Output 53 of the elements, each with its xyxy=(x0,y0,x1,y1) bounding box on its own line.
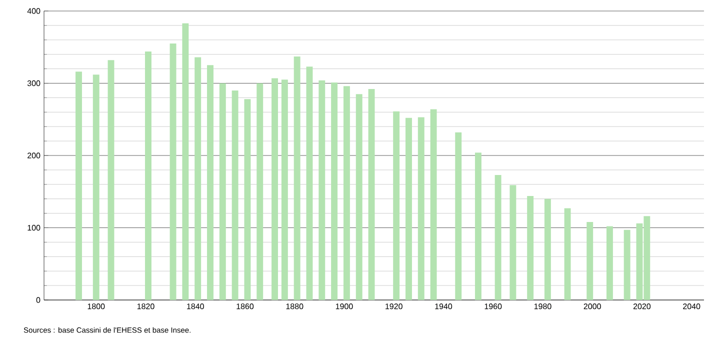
bar xyxy=(92,74,100,300)
bar xyxy=(474,152,482,300)
y-tick-label: 400 xyxy=(27,8,40,14)
bar xyxy=(393,111,400,300)
bar xyxy=(244,99,251,300)
bar xyxy=(430,109,437,300)
y-tick-label: 200 xyxy=(28,152,40,158)
x-tick-label: 1980 xyxy=(534,304,552,310)
bar xyxy=(606,226,613,300)
bar xyxy=(108,60,114,300)
x-tick-label: 1860 xyxy=(236,304,254,310)
x-tick-label: 1940 xyxy=(435,304,452,310)
bar xyxy=(586,222,594,300)
bar xyxy=(272,78,278,300)
bar xyxy=(356,94,362,300)
x-tick-label: 1800 xyxy=(88,304,105,310)
bar xyxy=(194,57,202,300)
x-tick-label: 2020 xyxy=(633,304,651,310)
y-tick-label: 300 xyxy=(27,80,40,86)
y-tick-label: 0 xyxy=(36,297,40,303)
bar xyxy=(510,185,516,300)
bar xyxy=(318,80,326,300)
bar xyxy=(564,208,571,300)
bar xyxy=(418,117,424,300)
bar xyxy=(170,44,176,300)
bar xyxy=(331,82,338,300)
bar xyxy=(182,23,189,300)
bar xyxy=(494,175,502,300)
bar xyxy=(343,86,350,300)
bar xyxy=(306,66,313,300)
x-tick-label: 1960 xyxy=(484,304,502,310)
bar xyxy=(256,83,264,300)
bar xyxy=(527,196,534,300)
bar xyxy=(281,80,288,300)
x-tick-label: 1840 xyxy=(187,304,204,310)
x-tick-label: 1880 xyxy=(286,304,304,310)
bar xyxy=(207,65,214,300)
x-tick-label: 1820 xyxy=(137,304,154,310)
x-tick-label: 2000 xyxy=(584,304,601,310)
bar xyxy=(144,51,152,300)
bar xyxy=(294,56,300,300)
x-tick-label: 1920 xyxy=(386,304,402,310)
bar xyxy=(76,72,82,300)
bar xyxy=(406,118,412,300)
bar xyxy=(368,89,375,300)
bar xyxy=(232,90,238,300)
bar xyxy=(624,230,630,300)
bar xyxy=(455,132,462,300)
x-tick-label: 2040 xyxy=(683,304,700,310)
bar xyxy=(219,83,226,300)
bar xyxy=(544,198,551,300)
y-tick-label: 100 xyxy=(28,224,40,231)
x-tick-label: 1900 xyxy=(336,304,353,310)
